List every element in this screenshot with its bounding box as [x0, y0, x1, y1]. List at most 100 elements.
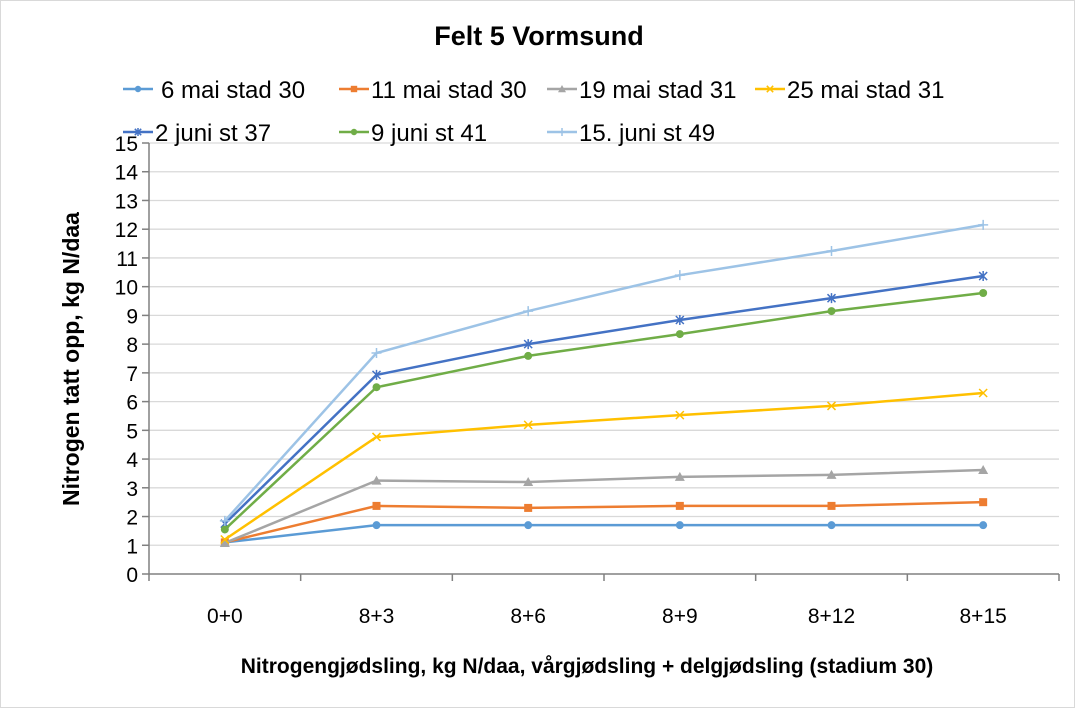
data-point [978, 388, 988, 398]
y-tick-label: 0 [126, 564, 138, 587]
data-point [979, 288, 988, 297]
data-point [372, 383, 381, 392]
data-point [978, 464, 989, 474]
data-point [524, 503, 533, 512]
series-line [224, 500, 984, 544]
data-point [523, 306, 534, 317]
y-tick-label: 3 [126, 478, 138, 501]
data-point [558, 128, 566, 136]
data-point [220, 525, 229, 534]
y-tick-label: 13 [115, 190, 138, 213]
chart-title: Felt 5 Vormsund [434, 21, 644, 51]
data-point [350, 128, 358, 136]
legend-item: 2 juni st 37 [123, 120, 271, 147]
series-6-mai-stad-30 [220, 521, 988, 547]
series-15-juni-st-49 [219, 219, 989, 526]
data-point [372, 501, 381, 510]
series-19-mai-stad-31 [219, 464, 989, 547]
data-point [675, 330, 684, 339]
series-line [223, 223, 984, 522]
legend-item: 15. juni st 49 [547, 120, 715, 147]
data-point [371, 348, 382, 359]
data-point [524, 351, 533, 360]
series-line [224, 468, 984, 545]
data-point [558, 85, 566, 93]
data-point [826, 401, 837, 411]
data-point [371, 369, 382, 380]
data-point [371, 475, 382, 485]
data-point [827, 501, 836, 510]
x-axis-title: Nitrogengjødsling, kg N/daa, vårgjødslin… [241, 655, 934, 678]
legend-label: 15. juni st 49 [579, 120, 715, 147]
data-point [372, 521, 381, 530]
data-point [979, 521, 988, 530]
y-tick-label: 9 [126, 305, 138, 328]
data-point [826, 469, 837, 479]
data-point [219, 515, 230, 526]
series-25-mai-stad-31 [220, 388, 988, 545]
legend: 6 mai stad 30 11 mai stad 30 19 mai stad 3… [123, 77, 944, 147]
data-point [766, 85, 774, 93]
legend-label: 9 juni st 41 [371, 120, 487, 147]
y-tick-label: 14 [115, 162, 139, 185]
data-point [826, 293, 837, 304]
series-9-juni-st-41 [220, 288, 988, 534]
data-point [674, 270, 685, 281]
data-point [134, 128, 142, 136]
series-line [224, 523, 984, 544]
legend-label: 11 mai stad 30 [371, 77, 527, 104]
data-point [371, 432, 382, 442]
y-tick-label: 11 [116, 248, 138, 271]
data-point [524, 521, 533, 530]
data-point [523, 477, 534, 487]
data-point [134, 85, 142, 93]
series-group [219, 219, 989, 547]
x-tick-label: 8+9 [662, 605, 698, 628]
data-point [350, 85, 358, 93]
x-tick-label: 0+0 [207, 605, 243, 628]
legend-label: 19 mai stad 31 [579, 77, 736, 104]
data-point [675, 521, 684, 530]
data-point [523, 420, 533, 430]
y-tick-label: 2 [126, 507, 138, 530]
data-point [978, 271, 988, 282]
series-line [224, 391, 984, 541]
y-tick-label: 7 [126, 363, 138, 386]
data-point [220, 534, 230, 545]
data-point [675, 314, 685, 325]
series-line [223, 274, 984, 525]
y-tick-label: 4 [126, 449, 138, 472]
data-point [979, 498, 988, 507]
data-point [674, 471, 685, 481]
data-point [827, 307, 836, 316]
y-tick-label: 12 [115, 219, 138, 242]
data-point [675, 501, 684, 510]
data-point [219, 537, 230, 547]
series-line [223, 291, 984, 531]
data-point [978, 219, 989, 230]
data-point [827, 521, 836, 530]
y-tick-label: 5 [126, 420, 138, 443]
x-tick-label: 8+12 [808, 605, 855, 628]
gridlines [149, 142, 1059, 546]
x-tick-label: 8+6 [510, 605, 546, 628]
legend-label: 2 juni st 37 [155, 120, 271, 147]
legend-item: 11 mai stad 30 [339, 77, 527, 104]
y-tick-label: 15 [115, 133, 138, 156]
legend-item: 9 juni st 41 [339, 120, 487, 147]
legend-label: 6 mai stad 30 [161, 77, 305, 104]
data-point [675, 410, 685, 420]
data-point [523, 339, 533, 350]
legend-item: 25 mai stad 31 [755, 77, 944, 104]
legend-item: 19 mai stad 31 [547, 77, 736, 104]
x-tick-label: 8+15 [960, 605, 1007, 628]
y-tick-label: 6 [126, 392, 138, 415]
y-tick-label: 1 [126, 535, 138, 558]
x-tick-label: 8+3 [359, 605, 395, 628]
y-axis-title: Nitrogen tatt opp, kg N/daa [58, 212, 84, 506]
y-tick-label: 8 [126, 334, 138, 357]
legend-item: 6 mai stad 30 [123, 77, 305, 104]
